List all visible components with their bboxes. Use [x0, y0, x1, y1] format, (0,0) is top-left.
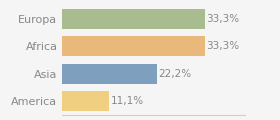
Bar — [62, 36, 205, 56]
Bar — [62, 91, 109, 111]
Bar — [62, 9, 205, 29]
Text: 33,3%: 33,3% — [206, 14, 240, 24]
Text: 33,3%: 33,3% — [206, 41, 240, 51]
Bar — [62, 64, 157, 84]
Text: 22,2%: 22,2% — [159, 69, 192, 79]
Text: 11,1%: 11,1% — [111, 96, 144, 106]
